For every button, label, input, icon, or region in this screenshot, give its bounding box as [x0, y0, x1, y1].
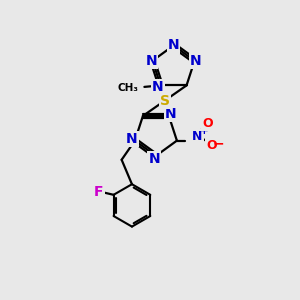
- Text: S: S: [160, 94, 170, 108]
- Text: N: N: [145, 54, 157, 68]
- Text: −: −: [212, 136, 224, 151]
- Text: O: O: [206, 139, 217, 152]
- Text: N: N: [126, 132, 138, 146]
- Text: N: N: [152, 80, 164, 94]
- Text: O: O: [202, 117, 213, 130]
- Text: +: +: [200, 126, 208, 136]
- Text: N: N: [190, 54, 202, 68]
- Text: F: F: [94, 185, 104, 199]
- Text: N: N: [192, 130, 203, 143]
- Text: N: N: [148, 152, 160, 166]
- Text: N: N: [168, 38, 179, 52]
- Text: CH₃: CH₃: [118, 83, 139, 93]
- Text: N: N: [165, 107, 177, 121]
